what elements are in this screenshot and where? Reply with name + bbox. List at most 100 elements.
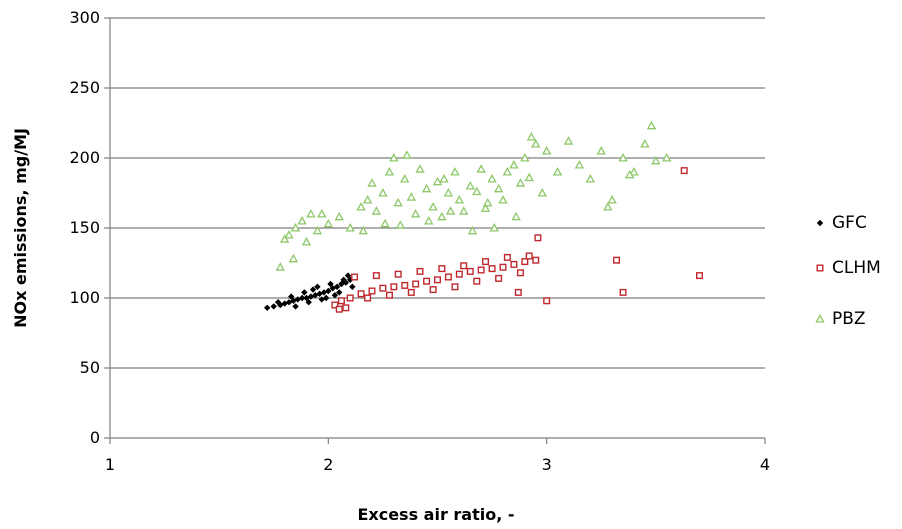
data-point-clhm [543,297,551,305]
data-point-pbz [424,216,434,225]
y-tick-label: 50 [80,358,100,377]
data-point-pbz [450,167,460,176]
gridlines [110,17,765,369]
data-point-pbz [395,220,406,229]
data-point-gfc [344,272,352,279]
data-point-pbz [467,225,478,235]
data-point-pbz [428,202,438,211]
data-point-pbz [284,230,294,239]
data-point-pbz [483,197,493,207]
data-point-pbz [531,139,541,148]
data-point-pbz [297,216,307,225]
series-pbz [275,120,672,271]
data-point-pbz [432,176,443,186]
data-point-clhm [401,281,409,289]
data-point-gfc [288,293,295,300]
legend-marker-pbz [815,314,825,323]
data-point-clhm [466,267,474,275]
data-point-clhm [499,263,507,271]
data-point-pbz [563,136,574,145]
legend-label: GFC [832,213,867,233]
data-point-clhm [331,301,339,309]
data-point-pbz [290,223,301,232]
data-point-clhm [482,258,490,266]
data-point-clhm [534,234,542,242]
data-point-pbz [317,209,327,218]
data-point-clhm [337,297,345,305]
y-tick-label: 150 [69,218,100,237]
data-point-pbz [537,188,548,197]
x-tick-label: 4 [760,455,770,474]
data-point-pbz [603,202,613,211]
x-tick-label: 1 [105,455,115,474]
data-point-pbz [445,206,456,215]
legend-marker-clhm [816,264,824,272]
data-point-pbz [524,172,534,182]
data-point-clhm [438,265,446,273]
data-point-pbz [312,225,323,235]
data-point-gfc [314,283,321,290]
data-point-pbz [389,153,399,162]
data-point-pbz [443,188,454,197]
data-point-clhm [460,262,468,270]
legend-marker-gfc [816,219,824,227]
data-point-clhm [451,283,459,291]
data-point-clhm [390,283,398,291]
data-point-clhm [416,267,424,275]
data-point-pbz [493,183,504,193]
data-point-clhm [357,290,365,298]
data-point-clhm [680,167,688,175]
data-point-pbz [356,202,366,211]
data-point-clhm [346,294,354,302]
data-point-pbz [367,178,377,187]
axes [104,17,766,444]
y-tick-label: 200 [69,148,100,167]
data-point-clhm [510,260,518,268]
data-point-pbz [378,188,388,197]
data-point-gfc [327,280,334,288]
data-point-pbz [323,218,334,228]
data-point-pbz [334,211,344,221]
y-tick-label: 0 [90,428,100,447]
data-point-pbz [487,174,497,183]
data-point-pbz [421,183,432,193]
data-point-pbz [371,206,382,215]
data-point-pbz [288,253,299,263]
data-point-gfc [298,294,306,302]
y-tick-label: 250 [69,78,100,97]
data-point-pbz [607,195,617,204]
data-point-pbz [651,155,661,165]
legend-item-pbz: PBZ [815,309,866,329]
data-point-clhm [619,288,627,296]
data-point-clhm [514,288,522,296]
data-point-clhm [455,270,463,278]
data-point-clhm [696,272,704,280]
data-point-clhm [516,269,524,277]
data-point-pbz [480,203,491,212]
y-tick-label: 300 [69,8,100,27]
data-point-pbz [515,178,526,187]
data-point-pbz [646,120,657,130]
data-points [264,120,704,313]
legend-label: CLHM [832,258,881,278]
data-point-clhm [394,270,402,278]
data-point-pbz [585,174,596,183]
data-point-clhm [429,286,437,294]
data-point-clhm [412,280,420,288]
data-point-pbz [640,139,650,148]
data-point-pbz [400,174,410,183]
data-point-pbz [511,211,521,221]
data-point-pbz [526,132,537,141]
data-point-clhm [488,265,496,273]
data-point-pbz [402,150,412,159]
data-point-gfc [331,292,339,299]
data-point-clhm [342,304,350,312]
data-point-gfc [336,289,343,296]
data-point-pbz [552,167,563,176]
data-point-clhm [444,273,452,281]
data-point-gfc [264,304,271,311]
data-point-gfc [325,287,332,295]
data-point-pbz [502,167,513,176]
data-point-clhm [521,258,529,266]
